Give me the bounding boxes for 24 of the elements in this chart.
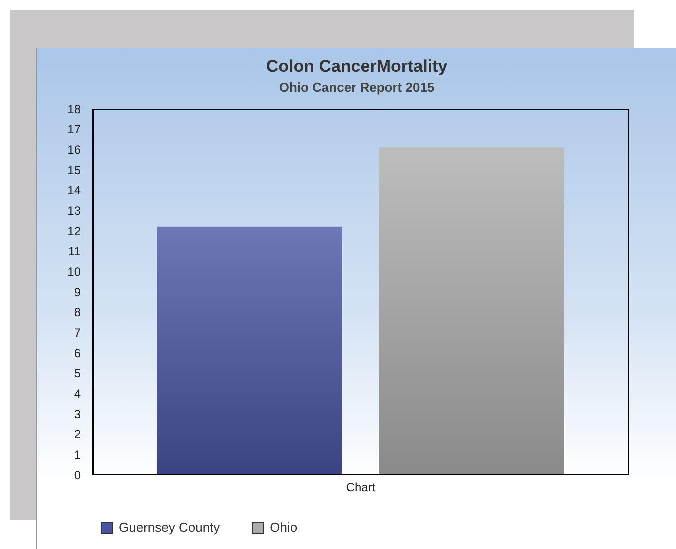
y-tick-label: 11 — [68, 244, 82, 259]
y-tick-label: 3 — [74, 407, 82, 422]
legend-label: Guernsey County — [119, 520, 220, 535]
y-tick-label: 4 — [74, 386, 82, 401]
y-tick-label: 0 — [74, 468, 82, 482]
y-tick-label: 9 — [74, 285, 82, 300]
x-tick-label: Chart — [346, 480, 376, 495]
chart-title: Colon CancerMortality — [265, 57, 449, 77]
y-tick-label: 7 — [74, 326, 82, 340]
y-tick-label: 8 — [74, 306, 82, 320]
y-tick-label: 6 — [74, 346, 82, 360]
y-tick-label: 14 — [68, 184, 82, 198]
y-tick-label: 15 — [68, 163, 82, 178]
legend-label: Ohio — [270, 520, 298, 535]
y-tick-label: 13 — [68, 204, 82, 218]
y-tick-label: 12 — [68, 224, 82, 238]
y-tick-label: 18 — [68, 102, 82, 116]
y-tick-label: 5 — [74, 366, 82, 381]
y-tick-label: 16 — [68, 142, 82, 157]
y-tick-label: 2 — [74, 428, 82, 442]
y-tick-label: 17 — [68, 122, 82, 137]
y-tick-label: 10 — [68, 264, 82, 279]
y-tick-label: 1 — [74, 448, 82, 462]
chart-subtitle: Ohio Cancer Report 2015 — [278, 80, 436, 95]
